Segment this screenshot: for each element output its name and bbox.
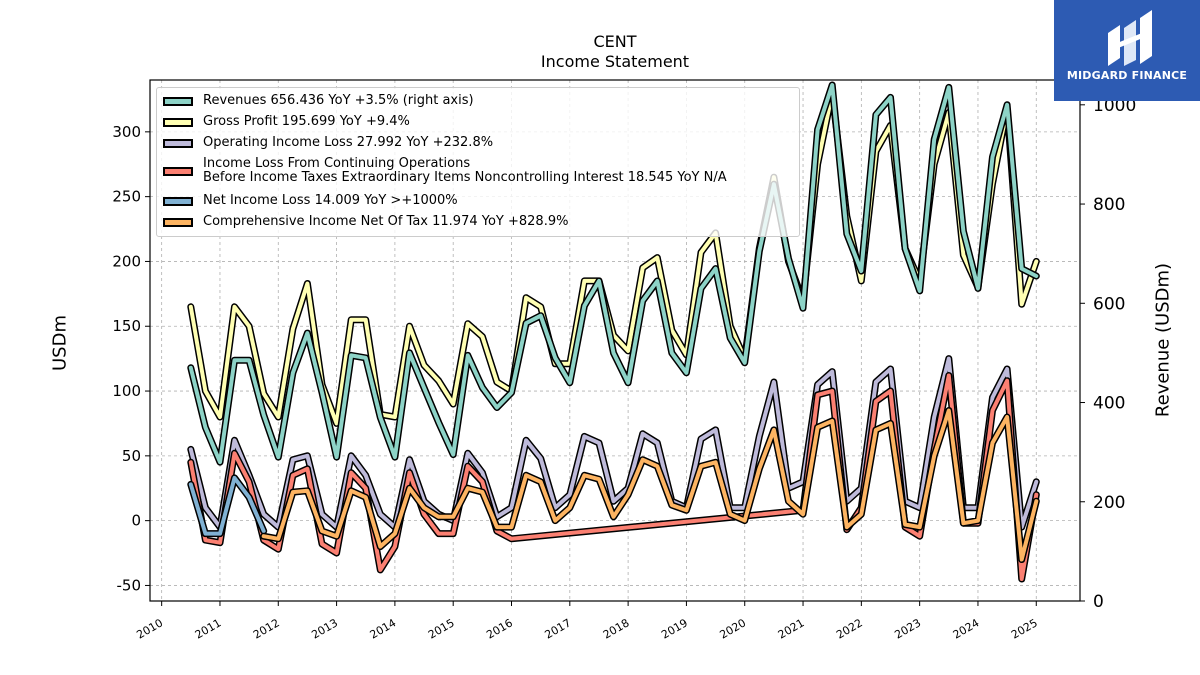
y-tick-label-right: 200	[1093, 493, 1125, 513]
plot-frame	[149, 79, 1081, 602]
y-tick-label-right: 400	[1093, 394, 1125, 414]
x-tick-label: 2018	[601, 616, 632, 641]
legend-label-pretax-line1: Income Loss From Continuing Operations	[203, 156, 471, 171]
chart-title: CENT	[593, 32, 637, 51]
x-tick-label: 2019	[659, 616, 690, 641]
series-line-comprehensive-income-net-of-ta	[261, 408, 1039, 562]
legend-item-revenues: Revenues 656.436 YoY +3.5% (right axis)	[163, 94, 474, 108]
y-tick-label-right: 0	[1093, 592, 1104, 612]
legend-label-comprehensive-income: Comprehensive Income Net Of Tax 11.974 Y…	[203, 214, 569, 229]
x-tick-label: 2012	[251, 616, 282, 641]
y-tick-label-left: 100	[112, 382, 141, 400]
legend-label-pretax-line2: Before Income Taxes Extraordinary Items …	[203, 170, 727, 185]
legend-item-gross-profit: Gross Profit 195.699 YoY +9.4%	[163, 115, 410, 129]
y-tick-label-left: 150	[112, 317, 141, 335]
series-outline-income-loss-from-continuing-op	[187, 372, 1040, 583]
y-tick-label-left: -50	[117, 576, 142, 594]
series-line-net-income-loss	[188, 475, 266, 536]
legend-swatch-revenues	[163, 96, 193, 106]
y-axis-label-right: Revenue (USDm)	[1152, 262, 1174, 418]
y-tick-label-left: 200	[112, 252, 141, 270]
x-tick-label: 2017	[543, 616, 574, 641]
legend-item-net-income: Net Income Loss 14.009 YoY >+1000%	[163, 194, 458, 208]
legend-label-revenues: Revenues 656.436 YoY +3.5% (right axis)	[203, 93, 474, 108]
chart-subtitle: Income Statement	[540, 52, 690, 71]
legend-label-operating-income: Operating Income Loss 27.992 YoY +232.8%	[203, 135, 494, 150]
x-tick-label: 2013	[309, 616, 340, 641]
y-tick-label-right: 600	[1093, 294, 1125, 314]
legend-label-pretax-income: Income Loss From Continuing Operations B…	[203, 157, 727, 185]
legend-swatch-pretax-income	[163, 166, 193, 176]
y-tick-label-left: 0	[131, 512, 141, 530]
chart-legend: Revenues 656.436 YoY +3.5% (right axis) …	[156, 87, 800, 237]
legend-item-pretax-income: Income Loss From Continuing Operations B…	[163, 157, 727, 185]
legend-swatch-net-income	[163, 196, 193, 206]
y-tick-label-left: 250	[112, 188, 141, 206]
legend-swatch-gross-profit	[163, 117, 193, 127]
x-tick-label: 2011	[193, 616, 224, 641]
x-tick-label: 2010	[134, 616, 165, 641]
legend-label-gross-profit: Gross Profit 195.699 YoY +9.4%	[203, 114, 410, 129]
x-tick-label: 2023	[892, 616, 923, 641]
legend-item-operating-income: Operating Income Loss 27.992 YoY +232.8%	[163, 136, 493, 150]
legend-swatch-comprehensive-income	[163, 217, 193, 227]
y-tick-label-left: 300	[112, 123, 141, 141]
x-tick-label: 2022	[834, 616, 865, 641]
x-tick-label: 2015	[426, 616, 457, 641]
brand-logo: MIDGARD FINANCE	[1054, 0, 1200, 101]
series-line-revenues	[188, 83, 1039, 465]
series-line-income-loss-from-continuing-op	[188, 373, 1039, 581]
y-axis-label-left: USDm	[49, 315, 71, 371]
logo-text: MIDGARD FINANCE	[1066, 69, 1188, 82]
x-tick-label: 2025	[1009, 616, 1040, 641]
x-tick-label: 2020	[717, 616, 748, 641]
y-tick-label-right: 800	[1093, 195, 1125, 215]
x-tick-label: 2021	[776, 616, 807, 641]
x-tick-label: 2024	[951, 616, 982, 641]
x-tick-label: 2014	[368, 616, 399, 641]
legend-item-comprehensive-income: Comprehensive Income Net Of Tax 11.974 Y…	[163, 215, 568, 229]
legend-label-net-income: Net Income Loss 14.009 YoY >+1000%	[203, 193, 458, 208]
legend-swatch-operating-income	[163, 138, 193, 148]
y-tick-label-left: 50	[122, 447, 141, 465]
x-tick-label: 2016	[484, 616, 515, 641]
mf-logo-icon	[1108, 10, 1152, 66]
